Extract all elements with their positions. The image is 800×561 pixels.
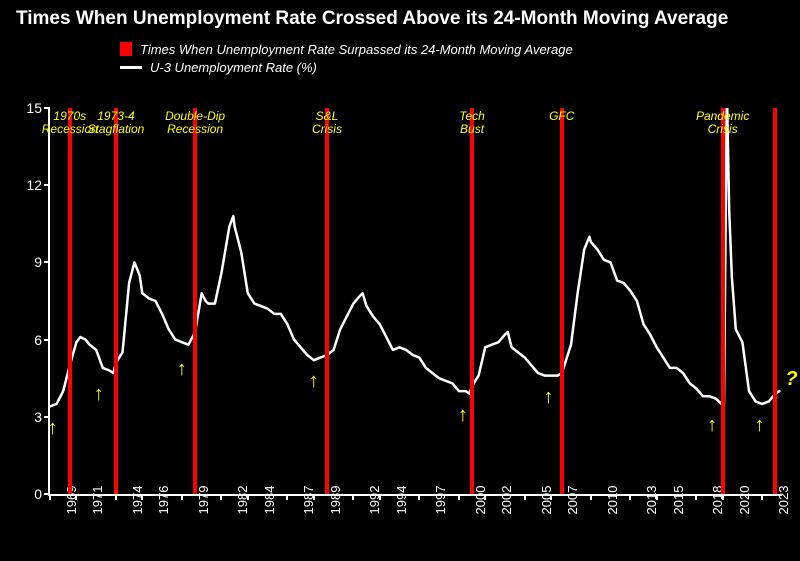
y-tick-label: 12 <box>26 177 42 193</box>
event-bar <box>193 108 197 494</box>
event-bar <box>114 108 118 494</box>
up-arrow-icon: ↑ <box>544 386 554 409</box>
x-tick-mark <box>761 494 763 500</box>
x-tick-mark <box>629 494 631 500</box>
y-tick-mark <box>44 107 50 109</box>
x-tick-label: 2002 <box>485 486 514 515</box>
legend: Times When Unemployment Rate Surpassed i… <box>120 40 573 76</box>
chart-title: Times When Unemployment Rate Crossed Abo… <box>0 8 800 30</box>
event-label: S&L Crisis <box>312 110 342 136</box>
x-tick-label: 1992 <box>353 486 382 515</box>
up-arrow-icon: ↑ <box>94 383 104 406</box>
x-tick-mark <box>49 494 51 500</box>
legend-item-bar: Times When Unemployment Rate Surpassed i… <box>120 40 573 58</box>
legend-swatch-line <box>120 66 142 69</box>
y-tick-mark <box>44 261 50 263</box>
x-tick-mark <box>115 494 117 500</box>
question-mark: ? <box>785 368 797 391</box>
x-tick-label: 1974 <box>116 486 145 515</box>
chart-container: Times When Unemployment Rate Crossed Abo… <box>0 0 800 561</box>
x-tick-mark <box>379 494 381 500</box>
x-tick-label: 1984 <box>248 486 277 515</box>
x-tick-mark <box>352 494 354 500</box>
x-tick-mark <box>181 494 183 500</box>
y-tick-mark <box>44 339 50 341</box>
event-bar <box>560 108 564 494</box>
event-bar <box>773 108 777 494</box>
x-tick-mark <box>220 494 222 500</box>
event-bar <box>325 108 329 494</box>
x-tick-mark <box>247 494 249 500</box>
event-label: Tech Bust <box>459 110 485 136</box>
x-tick-label: 2005 <box>525 486 554 515</box>
x-tick-mark <box>313 494 315 500</box>
x-tick-mark <box>656 494 658 500</box>
x-tick-mark <box>722 494 724 500</box>
x-tick-mark <box>141 494 143 500</box>
x-tick-mark <box>75 494 77 500</box>
x-tick-label: 1971 <box>76 486 105 515</box>
x-tick-label: 1987 <box>287 486 316 515</box>
y-tick-label: 15 <box>26 100 42 116</box>
legend-line-label: U-3 Unemployment Rate (%) <box>150 60 317 75</box>
up-arrow-icon: ↑ <box>458 404 468 427</box>
plot-area: 0369121519691971197419761979198219841987… <box>48 108 782 496</box>
event-label: 1973-4 Stagflation <box>88 110 145 136</box>
x-tick-label: 2010 <box>591 486 620 515</box>
x-tick-label: 2013 <box>630 486 659 515</box>
x-tick-mark <box>695 494 697 500</box>
event-bar <box>68 108 72 494</box>
y-tick-label: 6 <box>34 332 42 348</box>
up-arrow-icon: ↑ <box>48 417 58 440</box>
event-label: GFC <box>549 110 574 123</box>
x-tick-mark <box>484 494 486 500</box>
up-arrow-icon: ↑ <box>177 358 187 381</box>
event-bar <box>721 108 725 494</box>
up-arrow-icon: ↑ <box>755 414 765 437</box>
event-bar <box>470 108 474 494</box>
event-label: Double-Dip Recession <box>165 110 225 136</box>
x-tick-mark <box>418 494 420 500</box>
x-tick-label: 1982 <box>221 486 250 515</box>
x-tick-mark <box>524 494 526 500</box>
x-tick-label: 1997 <box>419 486 448 515</box>
unemployment-line <box>50 108 779 406</box>
line-series-svg <box>50 108 782 494</box>
legend-item-line: U-3 Unemployment Rate (%) <box>120 58 573 76</box>
x-tick-label: 1994 <box>380 486 409 515</box>
x-tick-label: 1976 <box>142 486 171 515</box>
y-tick-mark <box>44 184 50 186</box>
x-tick-label: 2015 <box>657 486 686 515</box>
y-tick-label: 3 <box>34 409 42 425</box>
x-tick-label: 1969 <box>50 486 79 515</box>
y-tick-label: 0 <box>34 486 42 502</box>
up-arrow-icon: ↑ <box>309 370 319 393</box>
x-tick-label: 2007 <box>551 486 580 515</box>
x-tick-mark <box>458 494 460 500</box>
x-tick-mark <box>590 494 592 500</box>
legend-swatch-bar <box>120 42 132 56</box>
up-arrow-icon: ↑ <box>707 414 717 437</box>
x-tick-mark <box>286 494 288 500</box>
x-tick-mark <box>550 494 552 500</box>
x-tick-label: 2020 <box>723 486 752 515</box>
legend-bar-label: Times When Unemployment Rate Surpassed i… <box>140 42 573 57</box>
event-label: Pandemic Crisis <box>696 110 749 136</box>
y-tick-label: 9 <box>34 254 42 270</box>
